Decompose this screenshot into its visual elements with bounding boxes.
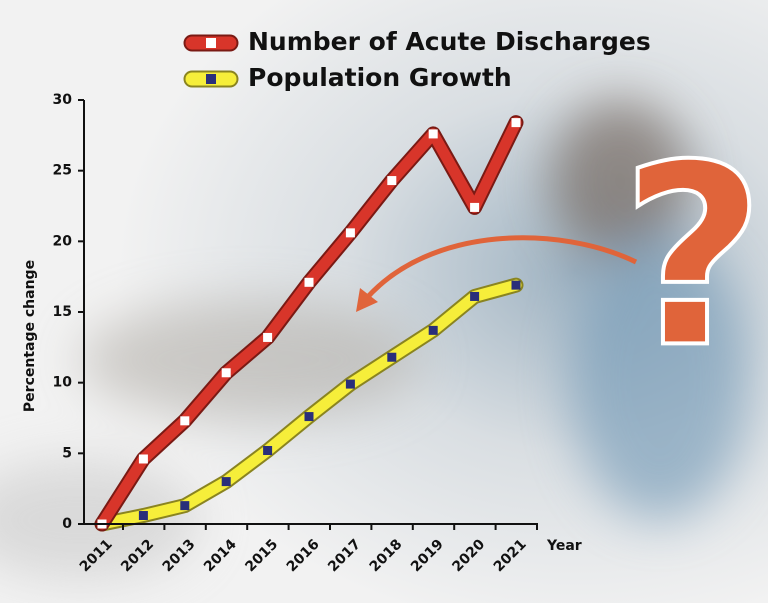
legend-marker bbox=[206, 38, 216, 48]
point-marker bbox=[180, 501, 190, 511]
y-axis-label: Percentage change bbox=[22, 260, 38, 412]
annotation: ? bbox=[620, 111, 765, 402]
point-marker bbox=[263, 332, 273, 342]
y-tick-label: 15 bbox=[53, 304, 72, 320]
y-tick-label: 30 bbox=[53, 92, 73, 108]
y-tick-label: 0 bbox=[62, 516, 72, 532]
point-marker bbox=[470, 202, 480, 212]
point-marker bbox=[263, 446, 273, 456]
point-marker bbox=[345, 228, 355, 238]
point-marker bbox=[138, 454, 148, 464]
legend-label: Number of Acute Discharges bbox=[248, 27, 651, 56]
point-marker bbox=[138, 511, 148, 521]
arrow-head bbox=[356, 288, 378, 312]
point-marker bbox=[511, 280, 521, 290]
y-tick-label: 10 bbox=[53, 375, 73, 391]
point-marker bbox=[304, 277, 314, 287]
y-tick-label: 20 bbox=[53, 233, 73, 249]
point-marker bbox=[180, 416, 190, 426]
point-marker bbox=[511, 118, 521, 128]
point-marker bbox=[221, 477, 231, 487]
legend-marker bbox=[206, 74, 216, 84]
point-marker bbox=[387, 176, 397, 186]
point-marker bbox=[345, 379, 355, 389]
point-marker bbox=[470, 291, 480, 301]
series bbox=[94, 277, 524, 532]
y-tick-label: 5 bbox=[62, 445, 72, 461]
legend-label: Population Growth bbox=[248, 63, 512, 92]
arrow bbox=[363, 235, 638, 302]
point-marker bbox=[304, 412, 314, 422]
point-marker bbox=[221, 368, 231, 378]
point-marker bbox=[428, 129, 438, 139]
point-marker bbox=[428, 325, 438, 335]
point-marker bbox=[387, 352, 397, 362]
x-axis-label: Year bbox=[546, 538, 582, 554]
y-tick-label: 25 bbox=[53, 163, 72, 179]
